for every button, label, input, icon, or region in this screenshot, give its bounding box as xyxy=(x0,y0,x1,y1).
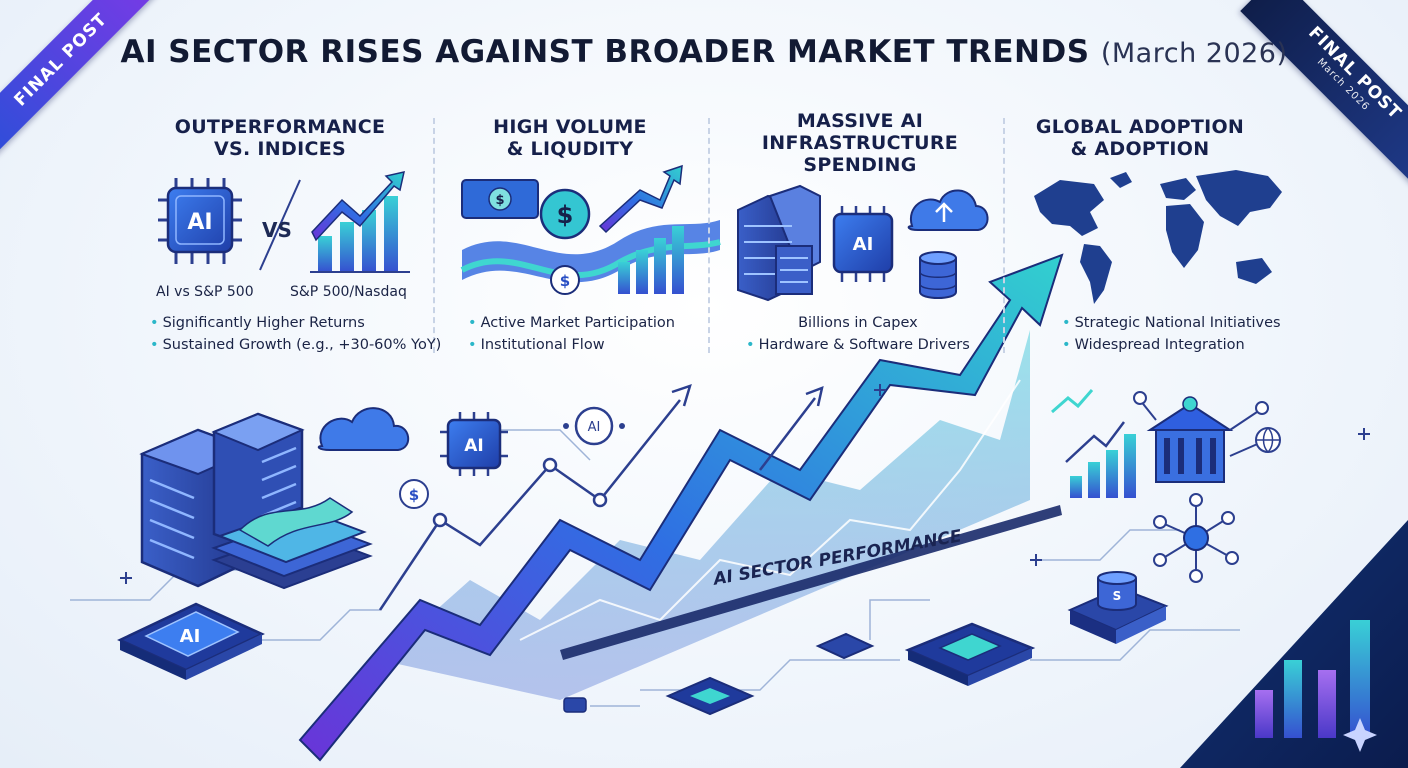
ai-chip-icon: AI xyxy=(158,178,242,264)
small-coin-label: $ xyxy=(560,272,570,290)
right-growth-chart-icon xyxy=(1051,389,1136,498)
secondary-line-chart xyxy=(378,384,824,611)
main-growth-arrow xyxy=(298,253,1064,762)
world-map-icon xyxy=(1034,170,1282,304)
heading-line: HIGH VOLUME xyxy=(493,116,647,138)
page-title: AI SECTOR RISES AGAINST BROADER MARKET T… xyxy=(0,34,1408,70)
bullets-infrastructure: Billions in Capex • Hardware & Software D… xyxy=(746,312,970,356)
floating-ai-chip-label: AI xyxy=(464,436,483,456)
vs-label: VS xyxy=(262,218,292,242)
area-chart xyxy=(380,330,1030,700)
title-main: AI SECTOR RISES AGAINST BROADER MARKET T… xyxy=(120,34,1090,70)
ai-node-label: AI xyxy=(588,420,601,435)
heading-line: VS. INDICES xyxy=(214,138,346,160)
bullets-global: • Strategic National Initiatives • Widespr… xyxy=(1062,312,1281,356)
column-heading-volume: HIGH VOLUME & LIQUDITY xyxy=(450,116,690,160)
heading-line: GLOBAL ADOPTION xyxy=(1035,116,1245,138)
bullets-outperformance: • Significantly Higher Returns • Sustained… xyxy=(150,312,441,356)
network-nodes xyxy=(1133,391,1269,457)
column-heading-outperformance: OUTPERFORMANCE VS. INDICES xyxy=(160,116,400,160)
bullet-item: Billions in Capex xyxy=(798,315,918,331)
bottom-processor-icon xyxy=(904,622,1036,686)
document-stack-icon xyxy=(211,497,373,590)
heading-line: SPENDING xyxy=(803,154,917,176)
floating-ai-chip-icon: AI xyxy=(440,412,508,476)
storage-box-label: S xyxy=(1113,589,1122,603)
bullet-item: • Significantly Higher Returns xyxy=(150,315,365,331)
dollar-label: $ xyxy=(495,193,504,208)
decorative-plus-marks xyxy=(120,384,1370,584)
title-date: (March 2026) xyxy=(1100,38,1288,69)
column-heading-infrastructure: MASSIVE AI INFRASTRUCTURE SPENDING xyxy=(730,110,990,176)
heading-line: & ADOPTION xyxy=(1070,138,1210,160)
growth-chart-icon xyxy=(310,171,410,273)
ai-node-icon: AI xyxy=(563,406,625,446)
column-divider xyxy=(433,118,435,353)
heading-line: OUTPERFORMANCE xyxy=(174,116,386,138)
caption-sp500-nasdaq: S&P 500/Nasdaq xyxy=(290,284,407,300)
network-globe-icon xyxy=(1255,427,1281,454)
caption-ai-vs-sp500: AI vs S&P 500 xyxy=(156,284,254,300)
server-rack-icon xyxy=(737,184,821,302)
bullets-volume: • Active Market Participation • Institutio… xyxy=(468,312,675,356)
ai-server-chip-label: AI xyxy=(853,234,874,255)
heading-line: MASSIVE AI xyxy=(796,110,924,132)
heading-line: INFRASTRUCTURE xyxy=(761,132,959,154)
heading-line: & LIQUDITY xyxy=(506,138,634,160)
bottom-ai-chip-icon: AI xyxy=(117,602,265,680)
bullet-item: • Hardware & Software Drivers xyxy=(746,337,970,353)
bullet-item: • Strategic National Initiatives xyxy=(1062,315,1281,331)
bullet-item: • Widespread Integration xyxy=(1062,337,1245,353)
column-divider xyxy=(708,118,710,353)
bullet-item: • Sustained Growth (e.g., +30-60% YoY) xyxy=(150,337,442,353)
ai-chip-label: AI xyxy=(187,210,212,235)
bullet-item: • Institutional Flow xyxy=(468,337,605,353)
vs-slash xyxy=(259,179,301,271)
floating-coin-label: $ xyxy=(409,486,419,504)
tiny-chip-icon xyxy=(563,632,875,713)
government-building-icon xyxy=(1146,396,1234,483)
column-heading-global: GLOBAL ADOPTION & ADOPTION xyxy=(1020,116,1260,160)
bottom-small-chip-icon xyxy=(665,676,755,716)
coin-dollar-label: $ xyxy=(557,201,574,229)
performance-stripe xyxy=(560,505,1062,660)
corner-bar-chart xyxy=(1255,620,1370,738)
ai-server-chip-icon: AI xyxy=(832,206,894,282)
bullet-item: • Active Market Participation xyxy=(468,315,675,331)
sparkle-icon xyxy=(1343,718,1377,752)
database-icon xyxy=(919,251,957,299)
storage-box-icon: S xyxy=(1067,571,1169,644)
cloud-upload-icon xyxy=(907,189,989,231)
floating-coin-icon: $ xyxy=(399,479,429,509)
column-divider xyxy=(1003,118,1005,353)
network-hub-icon xyxy=(1153,493,1239,583)
cloud-icon xyxy=(317,407,409,451)
bottom-ai-chip-label: AI xyxy=(180,626,201,647)
money-flow-icon: $ $ $ xyxy=(460,164,721,295)
